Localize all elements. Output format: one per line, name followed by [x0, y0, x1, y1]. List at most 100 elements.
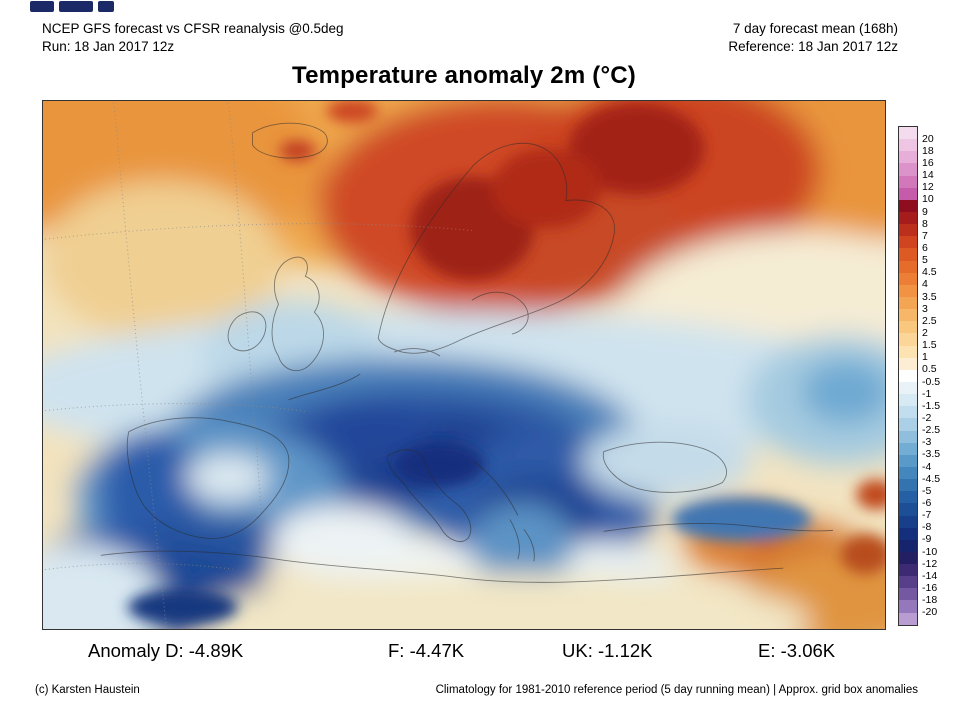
forecast-period-info: 7 day forecast mean (168h)	[732, 21, 898, 36]
colorbar-label: -0.5	[922, 375, 941, 388]
top-edge-artifact	[30, 1, 114, 13]
colorbar-cell	[899, 333, 917, 346]
colorbar-label: 16	[922, 156, 934, 169]
colorbar-cell	[899, 284, 917, 297]
colorbar-label: 6	[922, 241, 928, 254]
colorbar-label: 4	[922, 278, 928, 291]
anomaly-field-blobs	[43, 101, 885, 629]
colorbar-labels: 20 18 16 14 12 10 9 8 7 6 5 4.5 4 3.5 3 2.5 2 1.5 1 0.5 -0.5…	[922, 126, 956, 626]
colorbar-cell	[899, 430, 917, 443]
colorbar-label: -3	[922, 436, 932, 449]
anomaly-value-france: F: -4.47K	[388, 640, 465, 661]
graticule-lines	[43, 101, 473, 629]
climatology-note: Climatology for 1981-2010 reference peri…	[435, 684, 918, 696]
colorbar-cell	[899, 127, 917, 140]
colorbar-cell	[899, 539, 917, 552]
colorbar-label: -5	[922, 484, 932, 497]
colorbar-label: 0.5	[922, 363, 937, 376]
map-title: Temperature anomaly 2m (°C)	[292, 62, 636, 89]
colorbar-cell	[899, 139, 917, 152]
colorbar-label: 5	[922, 254, 928, 267]
colorbar-label: -12	[922, 557, 938, 570]
colorbar-label: -18	[922, 594, 938, 607]
colorbar-cell	[899, 551, 917, 565]
colorbar-label: -3.5	[922, 448, 941, 461]
colorbar-label: 14	[922, 169, 934, 182]
colorbar-cell	[899, 527, 917, 540]
colorbar-label: -10	[922, 545, 938, 558]
anomaly-value-spain: E: -3.06K	[758, 640, 836, 661]
colorbar-cell	[899, 588, 917, 601]
coastline-outlines	[100, 122, 834, 583]
map-area	[42, 100, 886, 630]
header-right: 7 day forecast mean (168h) Reference: 18…	[728, 20, 898, 56]
colorbar-cell	[899, 503, 917, 516]
colorbar-cell	[899, 454, 917, 467]
colorbar-cell	[899, 321, 917, 334]
colorbar-cell	[899, 491, 917, 504]
colorbar-cell	[899, 369, 917, 382]
colorbar-label: 18	[922, 144, 934, 157]
colorbar-cell	[899, 260, 917, 273]
colorbar-label: -7	[922, 509, 932, 522]
colorbar-label: -2	[922, 412, 932, 424]
colorbar-label: -2.5	[922, 424, 941, 437]
colorbar-cell	[899, 151, 917, 164]
anomaly-value-uk: UK: -1.12K	[562, 640, 653, 661]
colorbar-label: -8	[922, 521, 932, 534]
colorbar-cell	[899, 309, 917, 322]
colorbar-label: 3.5	[922, 290, 937, 303]
colorbar-cell	[899, 612, 917, 625]
colorbar-label: 2.5	[922, 314, 937, 327]
colorbar-label: 7	[922, 229, 928, 242]
colorbar-cell	[899, 515, 917, 528]
run-info: Run: 18 Jan 2017 12z	[42, 39, 175, 54]
colorbar-cell	[899, 479, 917, 492]
colorbar-label: -9	[922, 533, 932, 546]
colorbar-cell	[899, 296, 917, 310]
copyright-text: (c) Karsten Haustein	[35, 684, 140, 696]
colorbar-label: -4.5	[922, 472, 941, 485]
colorbar-cell	[899, 224, 917, 237]
colorbar-label: -16	[922, 582, 938, 595]
colorbar-cell	[899, 248, 917, 261]
reference-info: Reference: 18 Jan 2017 12z	[728, 39, 898, 54]
colorbar-label: 1	[922, 351, 928, 364]
colorbar-label: -1	[922, 387, 932, 400]
europe-anomaly-map	[43, 101, 885, 629]
colorbar-label: 1.5	[922, 339, 937, 352]
colorbar-cell	[899, 345, 917, 358]
colorbar-label: -14	[922, 569, 938, 582]
colorbar-label: 8	[922, 217, 928, 230]
colorbar-cell	[899, 211, 917, 225]
anomaly-value-germany: Anomaly D: -4.89K	[88, 640, 244, 661]
anomaly-core-blobs	[127, 101, 885, 626]
header-left: NCEP GFS forecast vs CFSR reanalysis @0.…	[42, 20, 344, 56]
colorbar-cell	[899, 466, 917, 480]
colorbar-cell	[899, 199, 917, 212]
colorbar-cell	[899, 381, 917, 395]
colorbar-cell	[899, 576, 917, 589]
colorbar-label: -20	[922, 606, 938, 619]
colorbar-cell	[899, 187, 917, 200]
colorbar-label: 3	[922, 302, 928, 315]
colorbar-cell	[899, 175, 917, 188]
colorbar-cell	[899, 236, 917, 249]
anomaly-summary: Anomaly D: -4.89K F: -4.47K UK: -1.12K E…	[0, 640, 960, 666]
colorbar-label: 9	[922, 205, 928, 218]
colorbar: 20 18 16 14 12 10 9 8 7 6 5 4.5 4 3.5 3 2.5 2 1.5 1 0.5 -0.5…	[898, 126, 956, 626]
colorbar-label: 20	[922, 132, 934, 145]
colorbar-label: 10	[922, 193, 934, 206]
colorbar-label: 4.5	[922, 266, 937, 279]
colorbar-cell	[899, 442, 917, 455]
colorbar-cell	[899, 406, 917, 419]
colorbar-cell	[899, 600, 917, 613]
colorbar-cell	[899, 418, 917, 431]
colorbar-cell	[899, 357, 917, 370]
colorbar-gradient	[898, 126, 918, 626]
colorbar-label: 12	[922, 181, 934, 194]
colorbar-cell	[899, 394, 917, 407]
colorbar-cell	[899, 564, 917, 577]
colorbar-cell	[899, 163, 917, 176]
